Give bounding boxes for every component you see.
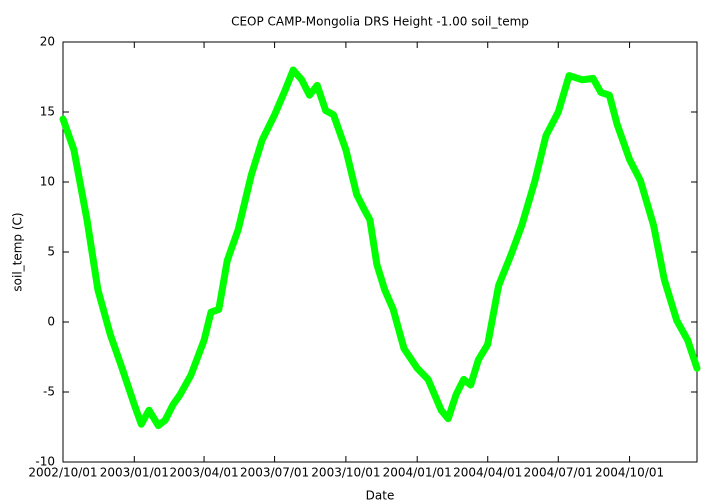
x-tick-label: 2002/10/01 [28, 466, 97, 480]
y-tick-label: 10 [40, 175, 55, 189]
y-tick-label: 20 [40, 35, 55, 49]
x-tick-label: 2003/01/01 [100, 466, 169, 480]
x-tick-label: 2004/04/01 [453, 466, 522, 480]
y-tick-label: -5 [43, 385, 55, 399]
y-tick-label: 0 [47, 315, 55, 329]
data-line [59, 66, 701, 430]
y-tick-label: 5 [47, 245, 55, 259]
y-tick-label: 15 [40, 105, 55, 119]
x-tick-label: 2003/07/01 [240, 466, 309, 480]
x-tick-label: 2003/04/01 [169, 466, 238, 480]
x-axis-label: Date [366, 489, 395, 503]
x-tick-label: 2004/10/01 [595, 466, 664, 480]
x-tick-label: 2003/10/01 [311, 466, 380, 480]
chart-title: CEOP CAMP-Mongolia DRS Height -1.00 soil… [231, 15, 529, 29]
y-axis-label: soil_temp (C) [11, 212, 25, 291]
x-tick-label: 2004/01/01 [383, 466, 452, 480]
y-tick-label: -10 [35, 455, 55, 469]
x-tick-label: 2004/07/01 [524, 466, 593, 480]
plot-frame [62, 41, 698, 463]
